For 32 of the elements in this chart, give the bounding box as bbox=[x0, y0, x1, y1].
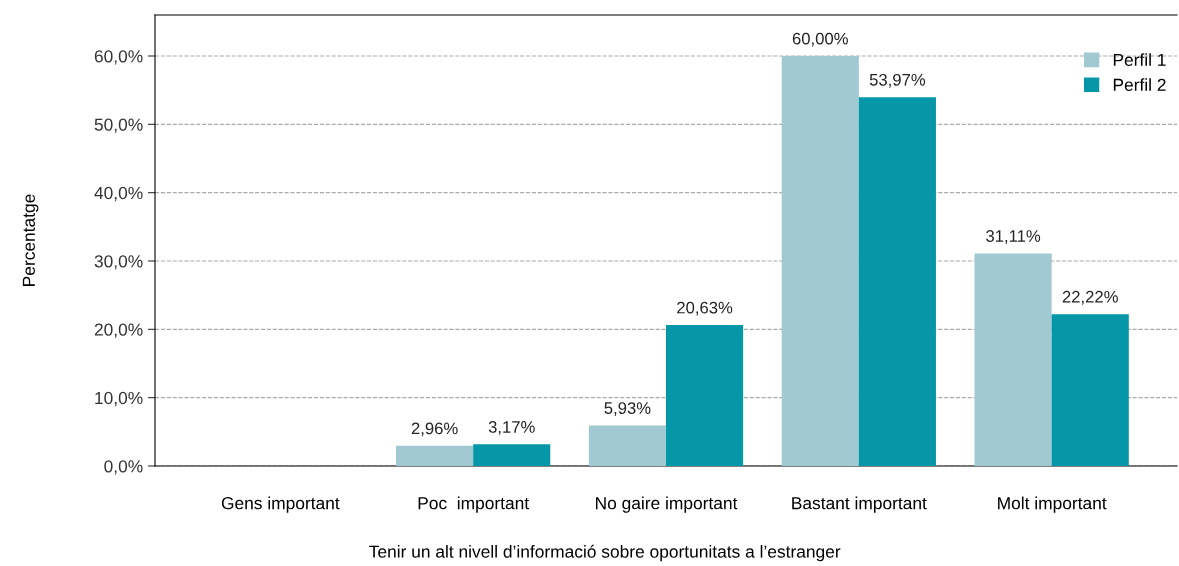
y-tick-label: 60,0% bbox=[94, 50, 143, 65]
legend-label: Perfil 1 bbox=[1113, 53, 1166, 67]
bar bbox=[396, 445, 474, 466]
bar bbox=[666, 325, 744, 466]
bar bbox=[1051, 314, 1129, 466]
x-tick-label: No gaire important bbox=[596, 496, 738, 513]
data-label: 22,22% bbox=[1062, 290, 1118, 305]
data-label: 20,63% bbox=[677, 301, 733, 316]
data-label: 2,96% bbox=[411, 422, 458, 437]
bar bbox=[974, 253, 1052, 466]
y-tick-label: 0,0% bbox=[104, 460, 143, 475]
y-tick-label: 10,0% bbox=[95, 391, 143, 407]
data-label: 60,00% bbox=[792, 32, 848, 47]
data-label: 5,93% bbox=[604, 402, 651, 416]
bar bbox=[588, 425, 666, 466]
y-tick-label: 50,0% bbox=[94, 118, 143, 133]
x-tick-label: Gens important bbox=[221, 496, 340, 513]
y-axis-title: Percentatge bbox=[22, 194, 39, 286]
x-tick-label: Molt important bbox=[998, 496, 1107, 513]
x-tick-label: Bastant important bbox=[792, 496, 927, 513]
x-axis-title: Tenir un alt nivell d’informació sobre oportunitats a l’estranger bbox=[369, 544, 841, 562]
x-tick-label: Poc important bbox=[418, 496, 530, 513]
bar bbox=[781, 56, 859, 466]
legend-label: Perfil 2 bbox=[1113, 78, 1166, 91]
data-label: 3,17% bbox=[488, 421, 535, 435]
bar bbox=[858, 97, 936, 466]
data-label: 31,11% bbox=[986, 230, 1041, 244]
bar bbox=[473, 444, 551, 466]
data-label: 53,97% bbox=[869, 73, 926, 88]
y-tick-label: 30,0% bbox=[94, 255, 143, 270]
y-tick-label: 40,0% bbox=[94, 186, 143, 202]
y-tick-label: 20,0% bbox=[94, 323, 143, 338]
